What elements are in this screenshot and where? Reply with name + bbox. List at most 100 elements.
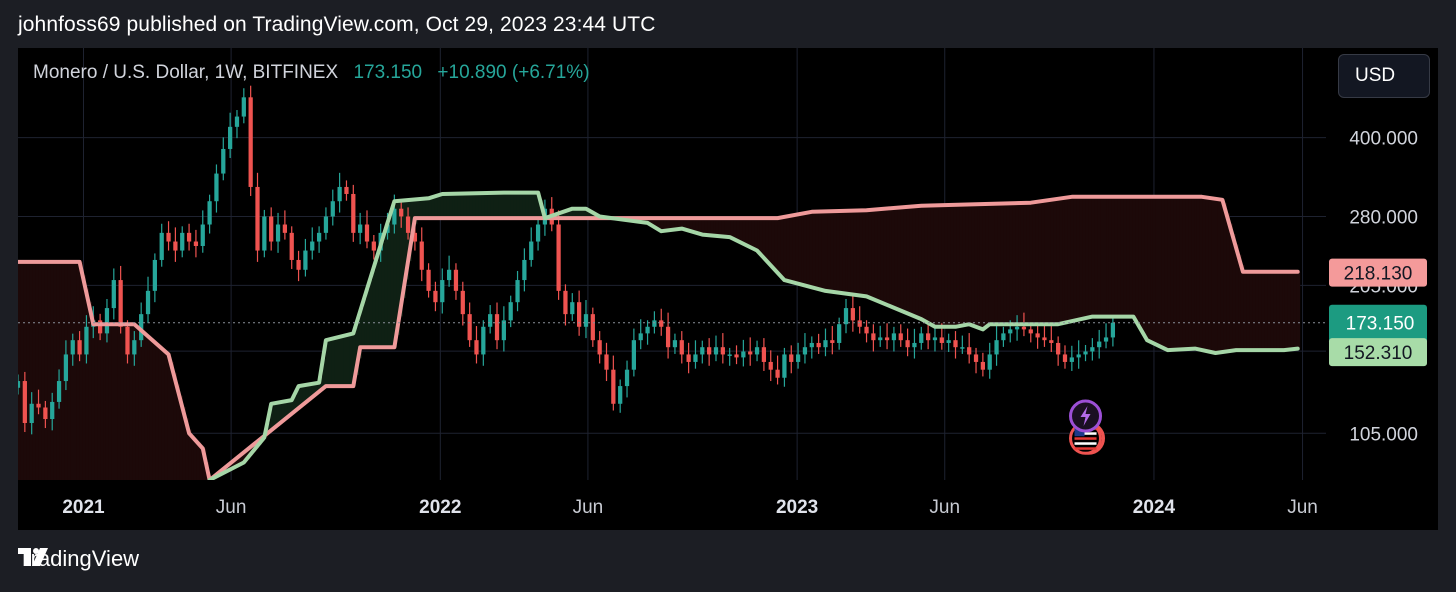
- cloud-strip: [1038, 201, 1043, 325]
- cloud-strip: [900, 207, 905, 311]
- candle-body: [1090, 347, 1095, 352]
- cloud-strip: [82, 275, 87, 480]
- cloud-strip: [1255, 271, 1260, 351]
- cloud-strip: [713, 218, 717, 236]
- cloud-strip: [1103, 196, 1107, 317]
- x-axis-label: Jun: [573, 497, 604, 518]
- cloud-strip: [1284, 271, 1289, 350]
- candle-body: [399, 208, 404, 217]
- cloud-strip: [645, 218, 650, 223]
- candle-body: [734, 354, 739, 358]
- candle-body: [693, 354, 698, 362]
- candle-body: [234, 116, 240, 127]
- cloud-strip: [446, 193, 450, 219]
- cloud-strip: [1135, 196, 1139, 320]
- candle-body: [652, 320, 657, 327]
- cloud-strip: [891, 208, 896, 307]
- cloud-strip: [566, 210, 570, 219]
- cloud-strip: [830, 211, 834, 292]
- cloud-strip: [1258, 271, 1263, 351]
- cloud-strip: [1264, 271, 1268, 351]
- cloud-strip: [47, 261, 51, 480]
- candle-body: [22, 381, 27, 424]
- cloud-strip: [167, 353, 172, 480]
- currency-button[interactable]: USD: [1338, 54, 1430, 98]
- cloud-strip: [938, 205, 943, 327]
- cloud-strip: [982, 204, 987, 330]
- cloud-strip: [721, 218, 726, 237]
- lead-b-line: [18, 194, 1300, 480]
- cloud-strip: [680, 218, 685, 229]
- cloud-strip: [378, 251, 383, 348]
- symbol-legend: Monero / U.S. Dollar, 1W, BITFINEX 173.1…: [33, 62, 590, 84]
- cloud-strip: [985, 203, 990, 328]
- cloud-strip: [1232, 233, 1236, 351]
- cloud-strip: [850, 210, 855, 295]
- cloud-strip: [915, 206, 919, 317]
- cloud-strip: [724, 218, 729, 237]
- candle-body: [453, 269, 459, 291]
- cloud-strip: [833, 211, 837, 292]
- cloud-strip: [783, 216, 787, 280]
- cloud-strip: [962, 204, 966, 326]
- cloud-strip: [475, 193, 480, 219]
- cloud-strip: [988, 203, 993, 325]
- cloud-strip: [672, 218, 676, 230]
- cloud-strip: [669, 218, 673, 231]
- candle-body: [912, 342, 917, 348]
- cloud-strip: [147, 335, 151, 480]
- cloud-strip: [965, 204, 969, 325]
- candle-body: [50, 401, 55, 420]
- cloud-strip: [405, 200, 409, 280]
- x-axis-label: 2022: [419, 497, 461, 518]
- cloud-strip: [1129, 196, 1134, 317]
- cloud-strip: [1205, 197, 1210, 351]
- cloud-strip: [358, 317, 362, 359]
- cloud-strip: [478, 193, 482, 219]
- candle-body: [111, 280, 116, 309]
- cloud-strip: [757, 218, 761, 251]
- candle-body: [446, 269, 452, 281]
- candle-body: [310, 241, 315, 251]
- lightning-bolt-icon: [1080, 406, 1091, 426]
- chart-area[interactable]: 2021 Jun 2022 Jun 2023 Jun 2024 Jun 105.000 205.0…: [18, 48, 1438, 530]
- cloud-strip: [751, 218, 755, 248]
- candle-body: [289, 232, 294, 260]
- cloud-strip: [795, 214, 799, 283]
- cloud-strip: [498, 192, 503, 219]
- cloud-strip: [1041, 201, 1046, 325]
- cloud-strip: [1006, 203, 1010, 325]
- candle-body: [1035, 333, 1040, 338]
- cloud-strip: [803, 213, 808, 286]
- cloud-strip: [1088, 196, 1092, 318]
- cloud-strip: [1185, 196, 1189, 350]
- footer-brand[interactable]: TradingView: [18, 546, 139, 572]
- candle-body: [419, 241, 424, 270]
- cloud-strip: [196, 442, 201, 480]
- candle-body: [1049, 340, 1054, 343]
- price-chart[interactable]: 2021 Jun 2022 Jun 2023 Jun 2024 Jun105.000205.0…: [18, 48, 1438, 530]
- candle-body: [857, 320, 862, 327]
- cloud-strip: [364, 298, 368, 348]
- candle-body: [180, 232, 185, 251]
- cloud-strip: [44, 261, 48, 480]
- cloud-strip: [918, 205, 922, 318]
- cloud-strip: [155, 343, 160, 480]
- x-axis-label: 2021: [62, 497, 105, 518]
- cloud-strip: [490, 192, 494, 219]
- cloud-strip: [765, 218, 770, 261]
- candle-body: [638, 333, 643, 341]
- cloud-strip: [416, 199, 421, 219]
- cloud-strip: [1158, 196, 1163, 346]
- cloud-strip: [531, 192, 535, 219]
- cloud-strip: [108, 324, 113, 480]
- candle-body: [686, 354, 691, 362]
- cloud-strip: [23, 261, 28, 480]
- cloud-strip: [824, 211, 829, 291]
- candle-body: [139, 314, 144, 341]
- cloud-strip: [877, 209, 881, 301]
- last-price-badge-value: 173.150: [1346, 314, 1415, 335]
- cloud-strip: [745, 218, 749, 245]
- cloud-strip: [1056, 199, 1060, 325]
- cloud-strip: [889, 208, 893, 306]
